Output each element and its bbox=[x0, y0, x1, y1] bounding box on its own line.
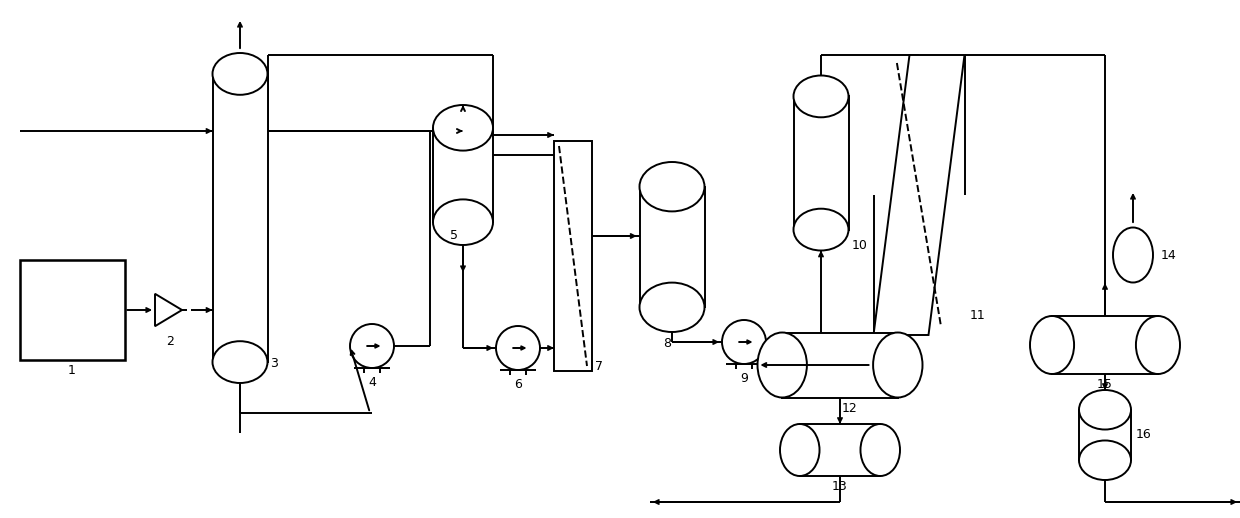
Text: 12: 12 bbox=[842, 401, 858, 414]
Bar bbox=[554, 141, 591, 371]
Ellipse shape bbox=[1030, 316, 1074, 374]
Bar bbox=[212, 74, 268, 362]
Ellipse shape bbox=[212, 53, 268, 95]
Text: 13: 13 bbox=[832, 480, 848, 493]
Text: 7: 7 bbox=[595, 359, 603, 372]
Text: 4: 4 bbox=[368, 376, 376, 389]
Ellipse shape bbox=[1136, 316, 1180, 374]
Bar bbox=[433, 128, 494, 222]
Text: 6: 6 bbox=[515, 378, 522, 391]
Ellipse shape bbox=[640, 162, 704, 211]
Bar bbox=[20, 260, 124, 360]
Circle shape bbox=[722, 320, 766, 364]
Text: 10: 10 bbox=[852, 239, 867, 252]
Bar bbox=[800, 424, 880, 476]
Circle shape bbox=[350, 324, 394, 368]
Bar bbox=[640, 186, 704, 307]
Polygon shape bbox=[873, 55, 965, 335]
Ellipse shape bbox=[758, 333, 807, 397]
Ellipse shape bbox=[1079, 390, 1131, 429]
Ellipse shape bbox=[1114, 227, 1153, 282]
Ellipse shape bbox=[794, 209, 848, 251]
Ellipse shape bbox=[861, 424, 900, 476]
Ellipse shape bbox=[780, 424, 820, 476]
Ellipse shape bbox=[794, 76, 848, 117]
Bar bbox=[1052, 316, 1158, 374]
Text: 8: 8 bbox=[663, 337, 671, 350]
Bar bbox=[1079, 410, 1131, 460]
Text: 1: 1 bbox=[68, 364, 76, 377]
Text: 9: 9 bbox=[740, 372, 748, 385]
Bar bbox=[794, 96, 848, 229]
Text: 16: 16 bbox=[1136, 428, 1152, 441]
Text: 11: 11 bbox=[970, 309, 986, 322]
Text: 15: 15 bbox=[1097, 378, 1114, 391]
Text: 2: 2 bbox=[166, 335, 174, 348]
Ellipse shape bbox=[640, 283, 704, 332]
Text: 5: 5 bbox=[450, 228, 458, 241]
Polygon shape bbox=[155, 294, 182, 326]
Ellipse shape bbox=[433, 199, 494, 245]
Circle shape bbox=[496, 326, 539, 370]
Ellipse shape bbox=[212, 341, 268, 383]
Ellipse shape bbox=[873, 333, 923, 397]
Ellipse shape bbox=[433, 105, 494, 151]
Text: 3: 3 bbox=[270, 356, 278, 369]
Text: 14: 14 bbox=[1161, 249, 1177, 262]
Ellipse shape bbox=[1079, 440, 1131, 480]
Bar bbox=[782, 333, 898, 397]
